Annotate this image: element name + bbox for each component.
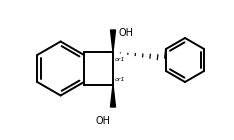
Polygon shape [110, 85, 116, 107]
Text: OH: OH [118, 28, 133, 38]
Polygon shape [110, 30, 116, 52]
Text: or1: or1 [115, 76, 125, 81]
Text: or1: or1 [115, 57, 125, 61]
Text: OH: OH [95, 116, 110, 126]
